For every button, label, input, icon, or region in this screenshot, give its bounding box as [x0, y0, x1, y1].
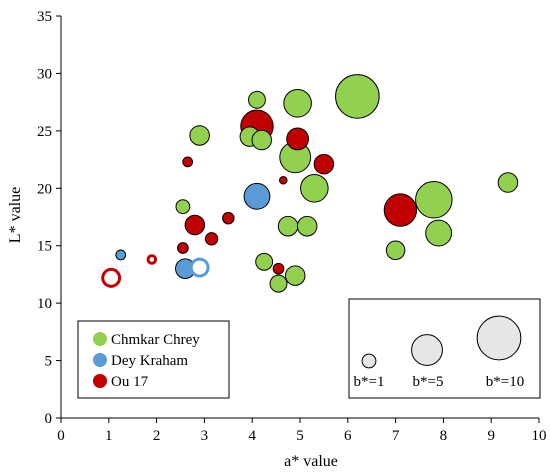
plot-area [101, 74, 519, 293]
y-axis-title: L* value [7, 187, 24, 243]
bubble-chmkar-chrey [175, 199, 191, 215]
bubble-chmkar-chrey [269, 274, 288, 293]
bubble-chmkar-chrey [248, 90, 266, 109]
x-tick-label: 10 [532, 428, 547, 444]
x-axis-title: a* value [284, 453, 338, 470]
series-legend: Chmkar Chrey Dey Kraham Ou 17 [77, 320, 230, 399]
bubble-chmkar-chrey [189, 125, 210, 146]
legend-marker-chmkar-chrey [93, 332, 107, 346]
y-tick-label: 20 [37, 181, 52, 197]
y-tick-label: 35 [37, 9, 52, 25]
x-tick-label: 1 [105, 428, 113, 444]
x-tick-label: 5 [296, 428, 304, 444]
x-tick-label: 0 [57, 428, 65, 444]
x-tick-label: 4 [248, 428, 256, 444]
size-legend-label: b*=5 [413, 374, 444, 390]
legend-marker-dey-kraham [93, 353, 107, 367]
y-tick-label: 30 [37, 66, 52, 82]
bubble-ou-17 [182, 156, 194, 168]
x-tick-label: 6 [344, 428, 352, 444]
size-legend-label: b*=1 [354, 374, 385, 390]
x-tick-label: 9 [487, 428, 495, 444]
legend-label-ou-17: Ou 17 [111, 374, 149, 390]
y-tick-label: 10 [37, 296, 52, 312]
bubble-ou-17 [177, 242, 189, 254]
bubble-chmkar-chrey [255, 252, 274, 271]
bubble-chmkar-chrey [283, 88, 312, 118]
y-tick-label: 0 [45, 411, 53, 427]
bubble-chmkar-chrey [251, 129, 273, 151]
bubble-ou-17 [101, 267, 122, 288]
legend-marker-ou-17 [93, 374, 107, 388]
bubble-chmkar-chrey [300, 173, 329, 203]
y-tick-label: 15 [37, 239, 52, 255]
bubble-dey-kraham [243, 182, 271, 210]
bubble-ou-17 [272, 262, 285, 275]
legend-label-chmkar-chrey: Chmkar Chrey [111, 332, 200, 348]
x-tick-label: 7 [392, 428, 400, 444]
bubble-ou-17 [383, 193, 418, 227]
axes: 0 1 2 3 4 5 6 7 8 9 10 0 5 10 15 20 25 30 35 [37, 9, 547, 444]
legend-label-dey-kraham: Dey Kraham [111, 353, 188, 369]
bubble-ou-17 [184, 214, 206, 236]
bubble-chmkar-chrey [385, 240, 406, 261]
x-tick-label: 2 [153, 428, 161, 444]
size-legend-bubble [361, 353, 377, 369]
y-tick-label: 5 [45, 354, 53, 370]
size-legend-bubble [411, 334, 443, 366]
x-tick-label: 3 [201, 428, 209, 444]
bubble-chmkar-chrey [284, 265, 306, 286]
size-legend-bubble [476, 315, 522, 361]
bubble-ou-17 [313, 153, 335, 175]
bubble-chmkar-chrey [425, 219, 453, 247]
bubble-chmkar-chrey [335, 74, 380, 119]
bubble-dey-kraham [189, 257, 210, 278]
size-legend: b*=1 b*=5 b*=10 [348, 298, 541, 399]
bubble-ou-17 [278, 175, 288, 185]
bubble-chmkar-chrey [296, 215, 318, 237]
bubble-chmkar-chrey [497, 172, 519, 193]
bubble-ou-17 [204, 232, 219, 246]
bubble-dey-kraham [115, 249, 127, 261]
bubble-chmkar-chrey [277, 215, 299, 237]
bubble-ou-17 [222, 211, 235, 225]
x-tick-label: 8 [440, 428, 448, 444]
size-legend-label: b*=10 [486, 374, 524, 390]
bubble-ou-17 [286, 127, 310, 151]
y-tick-label: 25 [37, 124, 52, 140]
bubble-ou-17 [146, 254, 158, 265]
bubble-chmkar-chrey [415, 181, 453, 219]
